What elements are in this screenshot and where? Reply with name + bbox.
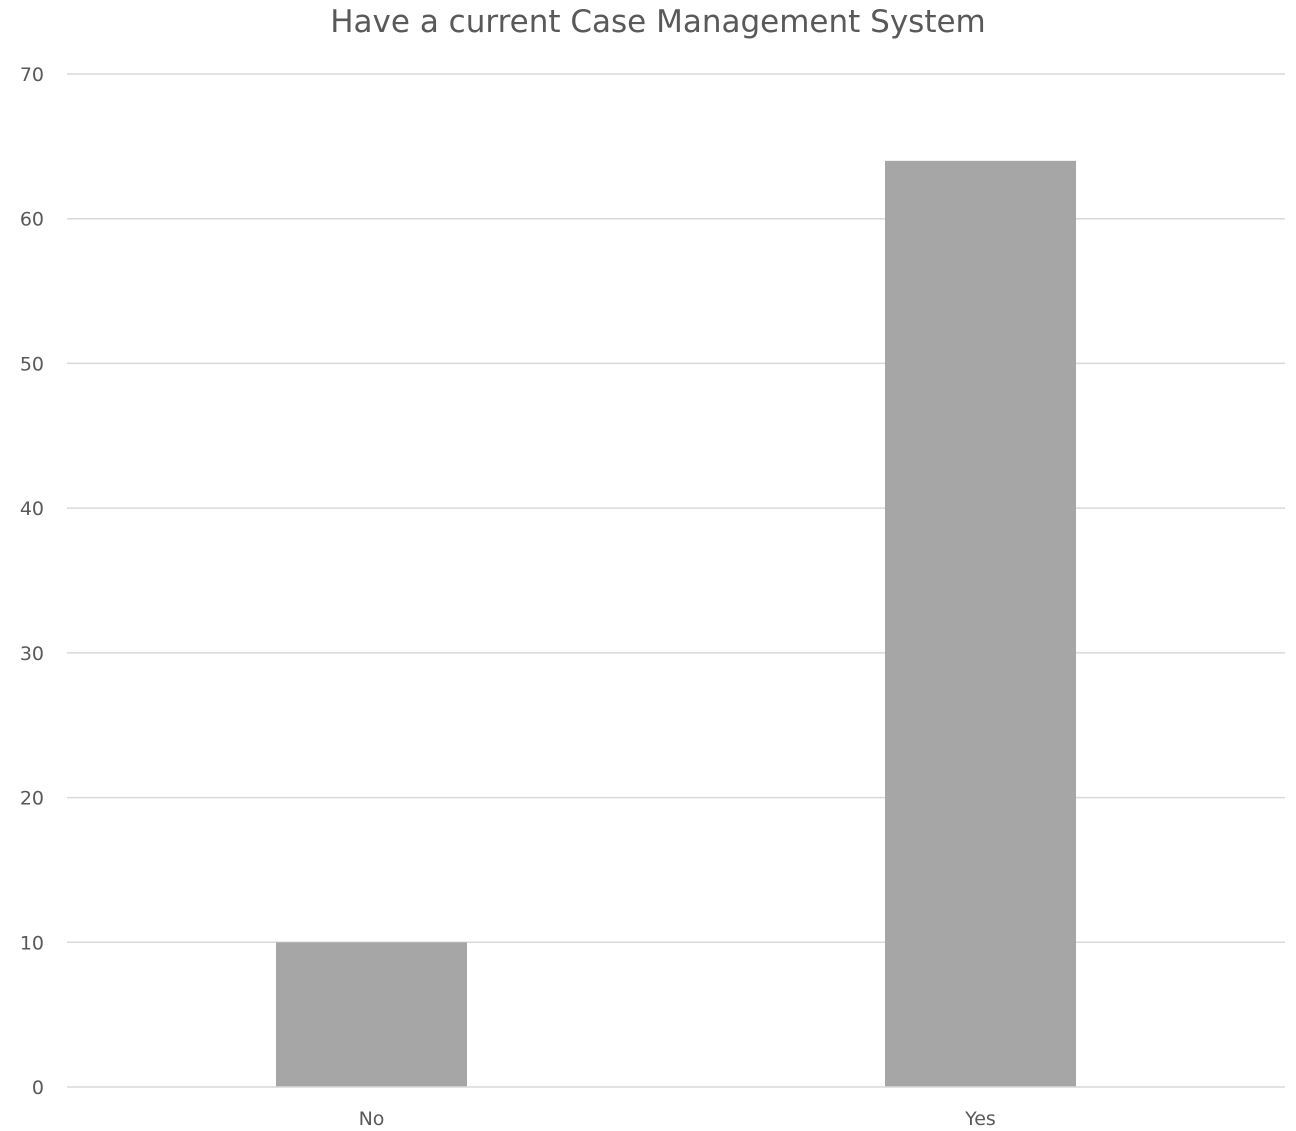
- bar-yes: [885, 160, 1076, 1088]
- y-tick-label: 50: [20, 353, 44, 375]
- y-tick-label: 0: [32, 1077, 44, 1099]
- x-tick-label: No: [359, 1108, 385, 1130]
- y-tick-label: 10: [20, 932, 44, 954]
- bar-no: [276, 942, 467, 1087]
- chart-title: Have a current Case Management System: [330, 4, 986, 40]
- y-tick-label: 20: [20, 788, 44, 810]
- x-axis-tick-labels: No Yes: [359, 1108, 996, 1130]
- x-tick-label: Yes: [964, 1108, 996, 1130]
- y-tick-label: 30: [20, 643, 44, 665]
- y-axis-tick-labels: 0 10 20 30 40 50 60 70: [20, 64, 44, 1099]
- y-tick-label: 70: [20, 64, 44, 86]
- bars: [276, 160, 1076, 1088]
- y-tick-label: 60: [20, 209, 44, 231]
- gridlines: [67, 73, 1285, 944]
- y-tick-label: 40: [20, 498, 44, 520]
